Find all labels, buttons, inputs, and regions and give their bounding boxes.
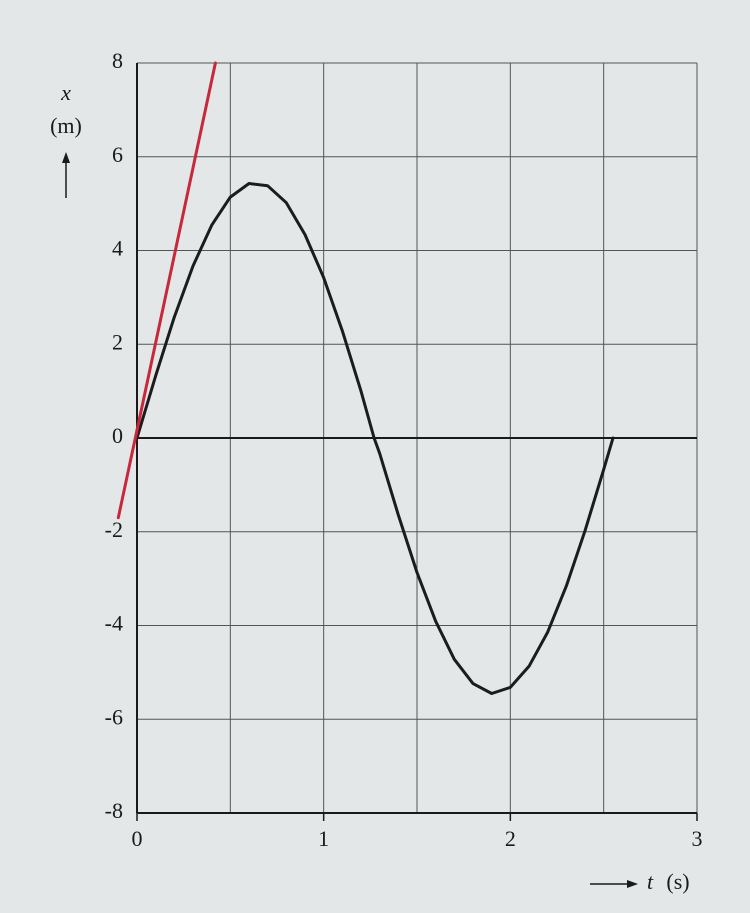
- y-tick-label: -6: [105, 704, 123, 729]
- y-axis-unit: (m): [50, 113, 82, 138]
- y-tick-label: 8: [112, 48, 123, 73]
- data-line: [135, 182, 615, 695]
- y-tick-label: -4: [105, 611, 123, 636]
- y-axis-arrowhead: [62, 152, 70, 163]
- x-tick-label: 2: [505, 826, 516, 851]
- x-axis-symbol: t: [647, 869, 654, 894]
- y-axis-symbol: x: [60, 80, 71, 105]
- x-tick-label: 0: [132, 826, 143, 851]
- data-line: [116, 61, 217, 520]
- x-axis-arrowhead: [627, 880, 638, 888]
- y-tick-label: 2: [112, 329, 123, 354]
- x-tick-label: 3: [692, 826, 703, 851]
- x-tick-label: 1: [318, 826, 329, 851]
- y-tick-label: 6: [112, 142, 123, 167]
- y-tick-label: 4: [112, 236, 123, 261]
- y-tick-label: 0: [112, 423, 123, 448]
- y-tick-label: -8: [105, 798, 123, 823]
- y-tick-label: -2: [105, 517, 123, 542]
- x-axis-unit: (s): [666, 869, 689, 894]
